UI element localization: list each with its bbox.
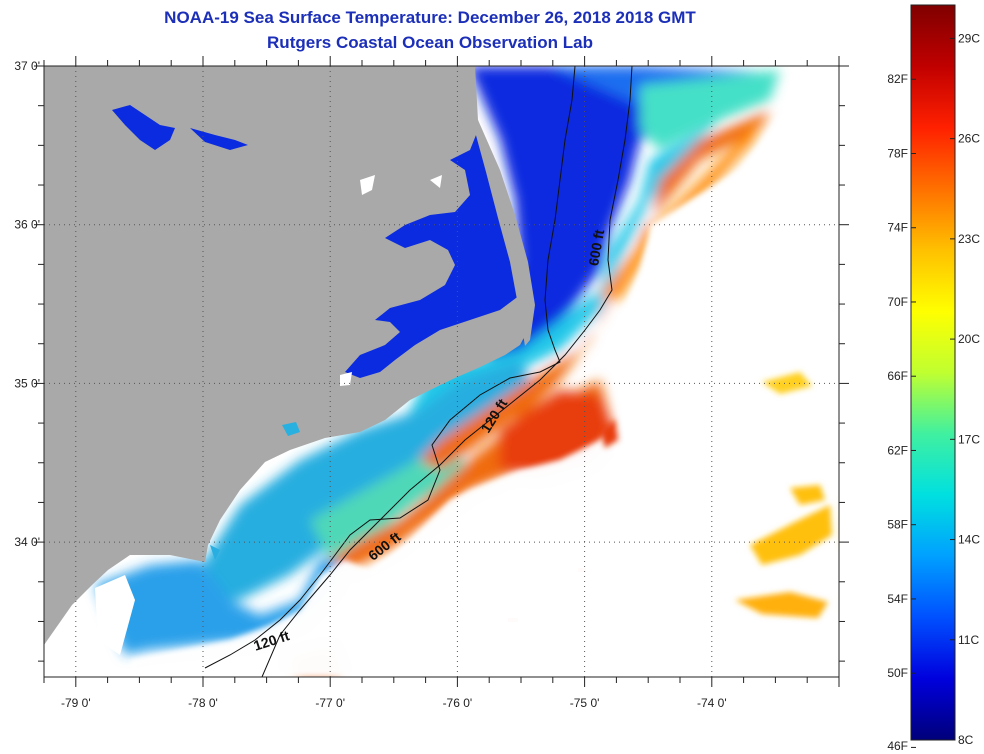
fahrenheit-label: 74F [887, 221, 908, 235]
colorbar-celsius-labels: 29C 26C 23C 20C 17C 14C 11C 8C [958, 31, 980, 747]
land-mass [44, 66, 528, 645]
grid-lines [44, 66, 839, 677]
lon-label: -78 0' [188, 696, 218, 710]
lat-label: 35 0' [14, 376, 40, 390]
lon-label: -79 0' [61, 696, 91, 710]
celsius-label: 14C [958, 533, 980, 547]
map-subtitle: Rutgers Coastal Ocean Observation Lab [267, 33, 593, 52]
map-frame [43, 65, 840, 678]
celsius-label: 17C [958, 432, 980, 446]
latitude-labels: 37 0' 36 0' 35 0' 34 0' [14, 59, 40, 549]
fahrenheit-label: 82F [887, 72, 908, 86]
lon-label: -75 0' [570, 696, 600, 710]
lat-label: 37 0' [14, 59, 40, 73]
isobath-contours [204, 66, 633, 677]
isobath-label: 600 ft [585, 228, 607, 267]
colorbar-ticks [911, 37, 955, 748]
lat-label: 36 0' [14, 218, 40, 232]
sounds [112, 105, 520, 560]
fahrenheit-label: 46F [887, 739, 908, 753]
fahrenheit-label: 58F [887, 518, 908, 532]
fahrenheit-label: 66F [887, 369, 908, 383]
colorbar [910, 4, 956, 741]
fahrenheit-label: 70F [887, 295, 908, 309]
outer-banks [474, 120, 535, 346]
lat-label: 34 0' [14, 535, 40, 549]
axis-ticks [34, 56, 849, 687]
fahrenheit-label: 62F [887, 443, 908, 457]
celsius-label: 26C [958, 132, 980, 146]
cloud-gaps [44, 175, 442, 677]
lon-label: -74 0' [697, 696, 727, 710]
celsius-label: 29C [958, 31, 980, 45]
fahrenheit-label: 78F [887, 146, 908, 160]
celsius-label: 20C [958, 332, 980, 346]
fahrenheit-label: 54F [887, 592, 908, 606]
map-title: NOAA-19 Sea Surface Temperature: Decembe… [164, 8, 696, 27]
celsius-label: 23C [958, 232, 980, 246]
colorbar-fahrenheit-labels: 82F 78F 74F 70F 66F 62F 58F 54F 50F 46F [887, 72, 908, 753]
lon-label: -77 0' [315, 696, 345, 710]
map-layers [44, 66, 839, 677]
celsius-label: 11C [958, 633, 979, 647]
celsius-label: 8C [958, 733, 974, 747]
offshore-patches [600, 372, 832, 618]
longitude-labels: -79 0' -78 0' -77 0' -76 0' -75 0' -74 0… [61, 696, 727, 710]
lon-label: -76 0' [443, 696, 473, 710]
fahrenheit-label: 50F [887, 666, 908, 680]
